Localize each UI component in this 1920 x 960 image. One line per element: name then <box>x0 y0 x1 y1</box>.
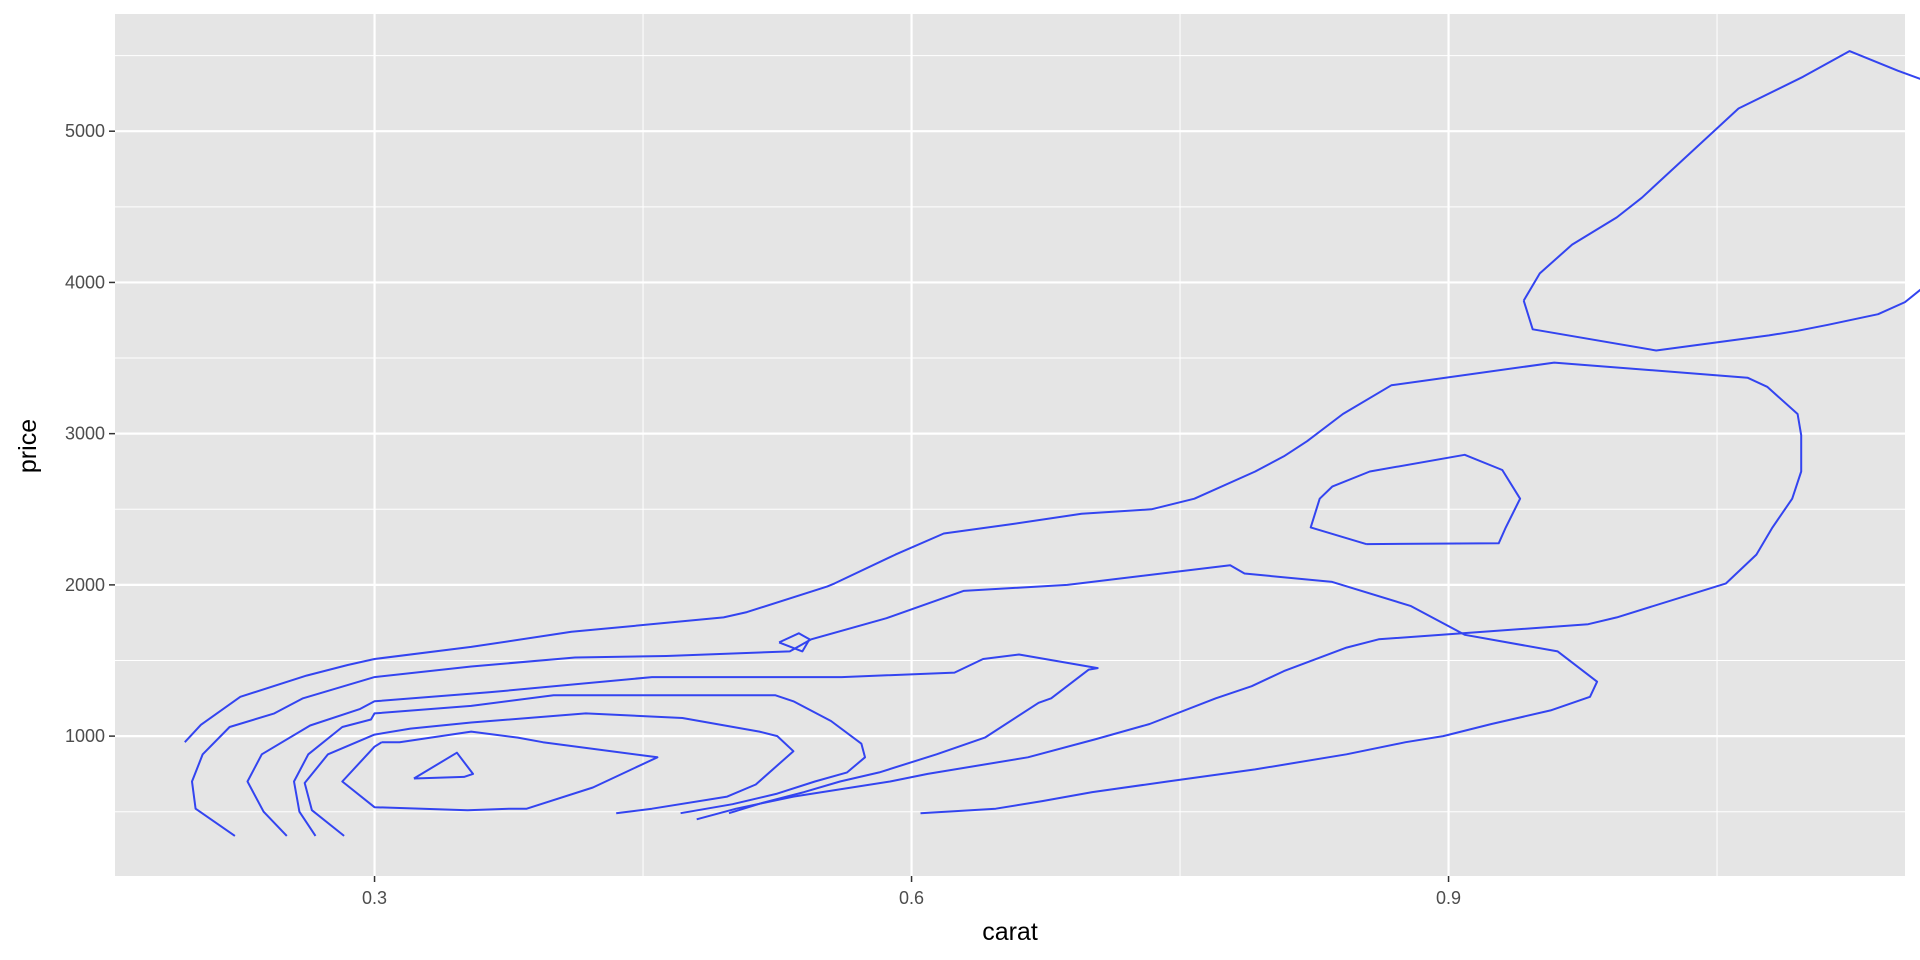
y-tick-label: 1000 <box>65 726 105 746</box>
contour-line-2 <box>1309 453 1522 546</box>
contour-line-8 <box>413 751 474 780</box>
x-tick-label: 0.6 <box>899 888 924 908</box>
major-gridlines <box>115 14 1905 876</box>
x-tick-label: 0.9 <box>1436 888 1461 908</box>
y-tick-label: 2000 <box>65 575 105 595</box>
y-axis-ticks: 1000 2000 3000 4000 5000 <box>65 121 115 746</box>
contour-line-5 <box>293 694 866 837</box>
contour-line-9 <box>778 632 811 653</box>
y-tick-label: 5000 <box>65 121 105 141</box>
plot-panel <box>115 14 1905 876</box>
minor-gridlines <box>115 14 1905 876</box>
x-axis-title: carat <box>982 918 1038 946</box>
x-axis-ticks: 0.3 0.6 0.9 <box>362 876 1461 908</box>
density-contours <box>184 50 1920 837</box>
x-tick-label: 0.3 <box>362 888 387 908</box>
y-axis-title: price <box>14 419 42 473</box>
y-tick-label: 4000 <box>65 272 105 292</box>
contour-line-4 <box>246 653 1099 837</box>
contour-line-7 <box>341 730 659 812</box>
contour-line-6 <box>303 712 795 837</box>
contour-line-1 <box>184 361 1803 821</box>
y-tick-label: 3000 <box>65 424 105 444</box>
contour-line-3 <box>191 564 1599 837</box>
contour-line-10 <box>1522 50 1920 352</box>
